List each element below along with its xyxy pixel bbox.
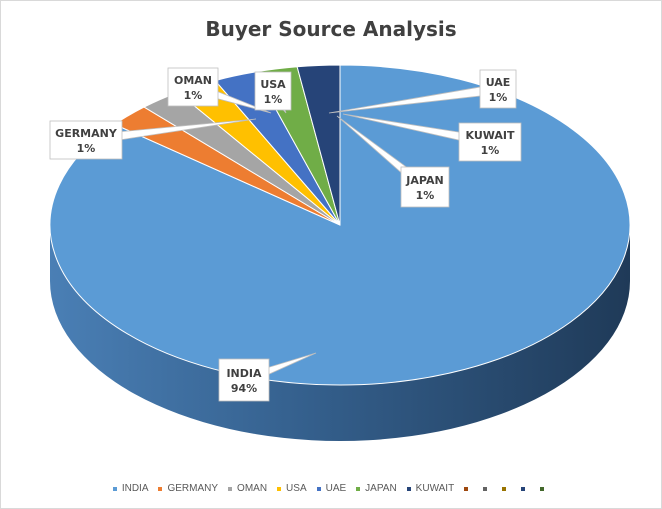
pie-chart: INDIA 94% GERMANY 1% OMAN 1% USA 1% UAE 1% JAPAN 1%… xyxy=(49,64,631,441)
pie-side-wall xyxy=(50,225,630,441)
legend-label: USA xyxy=(286,483,307,494)
legend-item-empty xyxy=(540,486,549,491)
legend-swatch xyxy=(540,486,545,491)
legend-swatch xyxy=(112,486,117,491)
legend-label: UAE xyxy=(325,483,347,494)
legend-item-uae: UAE xyxy=(316,483,347,494)
legend-item-usa: USA xyxy=(277,483,307,494)
callout-usa: USA 1% xyxy=(254,71,292,114)
legend-item-empty xyxy=(464,486,473,491)
callout-label: KUWAIT xyxy=(465,129,515,142)
callout-percent: 1% xyxy=(481,144,500,157)
legend-item-kuwait: KUWAIT xyxy=(406,483,455,494)
legend-label: GERMANY xyxy=(167,483,219,494)
pie-slice-kuwait[interactable] xyxy=(296,64,341,226)
callout-percent: 1% xyxy=(416,189,435,202)
legend-label: KUWAIT xyxy=(415,483,455,494)
legend-label: JAPAN xyxy=(365,483,397,494)
legend-item-oman: OMAN xyxy=(228,483,267,494)
callout-label: JAPAN xyxy=(405,174,443,187)
legend-swatch xyxy=(277,486,282,491)
callout-label: GERMANY xyxy=(55,127,118,140)
pie-callouts: INDIA 94% GERMANY 1% OMAN 1% USA 1% UAE 1% JAPAN 1%… xyxy=(49,67,522,402)
legend-item-empty xyxy=(502,486,511,491)
legend-swatch xyxy=(356,486,361,491)
callout-uae: UAE 1% xyxy=(328,69,517,114)
callout-label: UAE xyxy=(486,76,511,89)
legend-swatch xyxy=(483,486,488,491)
pie-side-wall-shape xyxy=(50,225,630,441)
callout-india: INDIA 94% xyxy=(218,352,317,402)
legend-swatch xyxy=(502,486,507,491)
legend-swatch xyxy=(521,486,526,491)
callout-germany: GERMANY 1% xyxy=(49,118,257,160)
callout-label: OMAN xyxy=(174,74,212,87)
legend-swatch xyxy=(158,486,163,491)
callout-percent: 94% xyxy=(231,382,257,395)
legend-swatch xyxy=(406,486,411,491)
legend-swatch xyxy=(464,486,469,491)
callout-kuwait: KUWAIT 1% xyxy=(342,113,522,162)
legend-swatch xyxy=(316,486,321,491)
legend-label: INDIA xyxy=(121,483,149,494)
legend-label: OMAN xyxy=(237,483,268,494)
callout-percent: 1% xyxy=(264,93,283,106)
callout-percent: 1% xyxy=(489,91,508,104)
callout-japan: JAPAN 1% xyxy=(336,115,450,208)
legend-item-empty xyxy=(521,486,530,491)
callout-label: USA xyxy=(260,78,286,91)
chart-title: Buyer Source Analysis xyxy=(205,17,457,41)
legend-item-empty xyxy=(483,486,492,491)
legend: INDIA GERMANY OMAN USA UAE JAPAN KUWAIT xyxy=(1,483,661,494)
legend-item-japan: JAPAN xyxy=(356,483,397,494)
callout-oman: OMAN 1% xyxy=(167,67,272,114)
callout-percent: 1% xyxy=(77,142,96,155)
callout-percent: 1% xyxy=(184,89,203,102)
pie-slices xyxy=(49,64,631,386)
callout-label: INDIA xyxy=(226,367,262,380)
legend-item-germany: GERMANY xyxy=(158,483,218,494)
legend-item-india: INDIA xyxy=(112,483,149,494)
legend-swatch xyxy=(228,486,233,491)
